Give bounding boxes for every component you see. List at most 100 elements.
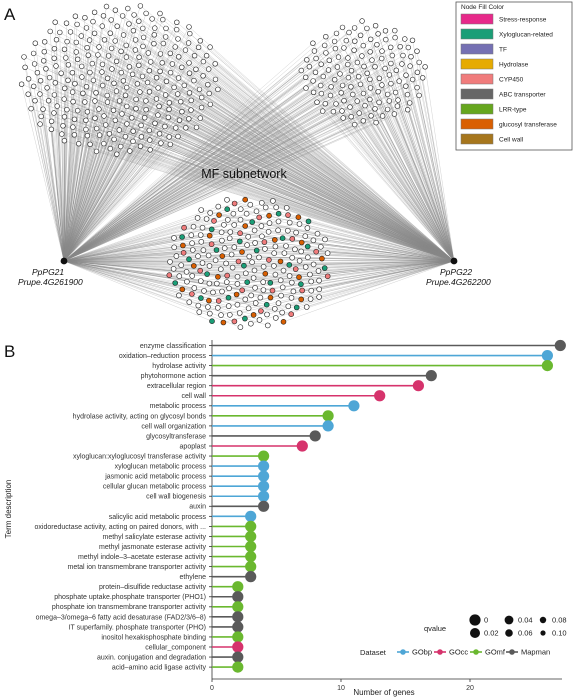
network-node <box>272 271 279 278</box>
network-node <box>212 257 219 264</box>
network-node <box>194 215 201 221</box>
network-node <box>334 64 341 70</box>
network-node <box>174 26 180 33</box>
network-node <box>180 250 187 256</box>
network-node <box>197 267 203 274</box>
network-node <box>61 114 68 120</box>
network-node <box>307 296 314 302</box>
network-node <box>119 111 125 117</box>
network-node <box>46 74 53 81</box>
network-node <box>41 48 47 55</box>
lollipop-dot <box>554 339 566 352</box>
network-node <box>146 127 153 134</box>
network-node <box>108 45 115 52</box>
network-node <box>318 90 325 97</box>
network-node <box>403 83 409 89</box>
lollipop-dot <box>374 390 386 402</box>
network-node <box>354 98 360 104</box>
network-node <box>167 258 173 265</box>
network-node <box>215 203 222 210</box>
lollipop-dot <box>541 360 554 372</box>
network-node <box>252 240 258 246</box>
network-node <box>186 60 192 66</box>
network-node <box>72 13 79 19</box>
network-node <box>140 25 146 32</box>
network-node <box>359 18 365 24</box>
network-node <box>87 69 93 76</box>
network-node <box>379 82 385 88</box>
network-node <box>188 232 195 238</box>
term-label: glycosyltransferase <box>146 433 206 440</box>
network-node <box>28 105 34 112</box>
network-node <box>129 71 136 78</box>
network-node <box>206 263 213 269</box>
network-node <box>51 110 57 116</box>
network-node <box>293 304 300 311</box>
network-node <box>206 66 212 72</box>
network-node <box>109 66 115 72</box>
network-node <box>324 273 331 280</box>
network-node <box>352 121 358 128</box>
network-node <box>281 250 288 256</box>
lollipop-dot <box>245 561 257 573</box>
network-node <box>137 143 144 149</box>
network-node <box>243 270 249 277</box>
lollipop-dot <box>232 631 244 643</box>
network-node <box>310 40 316 46</box>
lollipop-dot <box>258 450 270 462</box>
network-node <box>123 54 130 60</box>
network-node <box>416 59 422 66</box>
dataset-legend-label: GObp <box>412 648 432 657</box>
network-node <box>190 223 197 230</box>
dataset-legend-label: Mapman <box>521 648 550 657</box>
term-label: protein–disulfide reductase activity <box>99 584 207 591</box>
network-node <box>298 67 304 74</box>
network-node <box>404 91 411 98</box>
network-node <box>173 125 179 131</box>
qvalue-legend-label: 0 <box>484 616 488 625</box>
network-node <box>134 81 141 87</box>
network-node <box>118 69 125 76</box>
qvalue-legend-dot <box>504 615 514 625</box>
network-node <box>143 106 149 113</box>
network-node <box>37 91 43 97</box>
network-node <box>379 55 385 62</box>
network-node <box>272 315 279 321</box>
network-node <box>304 57 310 63</box>
network-node <box>262 204 269 211</box>
network-node <box>18 81 25 87</box>
network-node <box>210 289 216 296</box>
network-node <box>40 58 47 64</box>
legend-swatch <box>460 13 494 25</box>
network-node <box>285 212 291 218</box>
network-node <box>303 74 309 81</box>
network-node <box>399 61 405 67</box>
network-node <box>155 112 161 118</box>
term-label: cellular_component <box>145 644 206 651</box>
network-node <box>71 132 78 138</box>
legend-label: Hydrolase <box>499 62 529 69</box>
network-node <box>392 34 398 41</box>
network-node <box>303 304 310 310</box>
network-node <box>305 218 312 225</box>
network-node <box>30 50 37 57</box>
network-node <box>224 272 230 279</box>
term-label: methyl indole–3–acetate esterase activit… <box>78 554 207 561</box>
network-node <box>101 37 108 43</box>
network-node <box>316 294 322 300</box>
network-node <box>286 219 293 226</box>
lollipop-dot <box>232 661 244 673</box>
network-node <box>112 117 119 124</box>
term-label: extracellular region <box>147 383 206 390</box>
network-node <box>163 78 170 85</box>
network-node <box>72 80 78 87</box>
network-node <box>235 258 242 265</box>
network-node <box>271 263 277 269</box>
hub-left-id: Prupe.4G261900 <box>18 277 83 287</box>
term-label: hydrolase activity, acting on glycosyl b… <box>73 413 207 420</box>
dataset-legend-dot <box>509 649 515 655</box>
x-ticks: 0 10 20 <box>210 679 474 692</box>
network-node <box>298 281 304 288</box>
network-node <box>303 85 309 91</box>
network-node <box>317 244 324 250</box>
